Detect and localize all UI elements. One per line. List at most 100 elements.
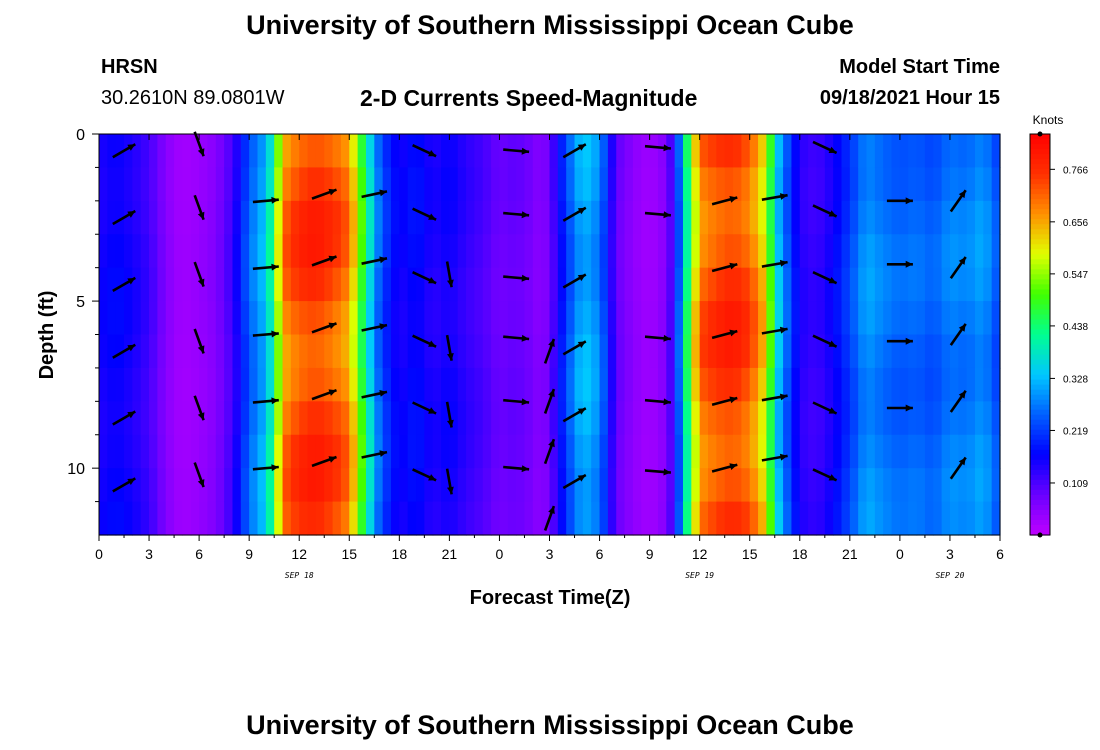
colorbar-swatch — [1030, 169, 1050, 175]
heatmap-cell — [808, 134, 818, 169]
heatmap-cell — [924, 434, 934, 469]
heatmap-cell — [808, 434, 818, 469]
current-arrow — [412, 207, 437, 221]
colorbar-swatch — [1030, 269, 1050, 275]
heatmap-cell — [407, 301, 417, 336]
current-arrow — [562, 206, 587, 222]
heatmap-cell — [708, 468, 717, 503]
heatmap-cell — [507, 468, 517, 503]
colorbar-swatch — [1030, 504, 1050, 511]
heatmap-cell — [791, 267, 801, 302]
heatmap-cell — [265, 468, 275, 503]
heatmap-cell — [132, 267, 142, 302]
heatmap-cell — [874, 234, 884, 269]
colorbar-swatch — [1030, 299, 1050, 306]
heatmap-cell — [299, 434, 309, 469]
heatmap-cell — [607, 334, 617, 369]
heatmap-cell — [491, 234, 501, 269]
heatmap-cell — [908, 334, 918, 369]
heatmap-cell — [365, 501, 375, 536]
heatmap-cell — [432, 301, 442, 336]
heatmap-cell — [941, 334, 951, 369]
heatmap-cell — [966, 267, 976, 302]
heatmap-cell — [899, 367, 909, 402]
colorbar-swatch — [1030, 439, 1050, 446]
colorbar-swatch — [1030, 349, 1050, 356]
heatmap-cell — [624, 200, 634, 235]
heatmap-cell — [199, 434, 209, 469]
heatmap-cell — [516, 267, 526, 302]
heatmap-cell — [549, 367, 559, 402]
heatmap-cell — [240, 301, 250, 336]
heatmap-cell — [908, 134, 918, 169]
heatmap-cell — [315, 301, 325, 336]
colorbar-swatch — [1030, 174, 1050, 180]
heatmap-cell — [507, 267, 517, 302]
colorbar-swatch — [1030, 499, 1050, 506]
heatmap-cell — [824, 267, 834, 302]
current-arrow — [812, 401, 838, 415]
colorbar-swatch — [1030, 179, 1050, 185]
heatmap-cell — [257, 434, 267, 469]
heatmap-cell — [749, 401, 759, 436]
heatmap-cell — [115, 401, 125, 436]
current-arrow — [812, 204, 838, 218]
current-arrow — [886, 337, 913, 345]
heatmap-cell — [174, 434, 184, 469]
heatmap-cell — [641, 468, 651, 503]
heatmap-cell — [365, 401, 375, 436]
heatmap-cell — [741, 301, 751, 336]
current-arrow — [812, 468, 838, 482]
heatmap-cell — [307, 468, 317, 503]
heatmap-cell — [933, 301, 943, 336]
heatmap-cell — [641, 267, 651, 302]
heatmap-cell — [407, 334, 417, 369]
heatmap-cell — [566, 234, 576, 269]
heatmap-cell — [282, 434, 292, 469]
colorbar-unit-label: Knots — [1033, 113, 1064, 127]
heatmap-cell — [124, 267, 133, 302]
heatmap-cell — [532, 167, 542, 202]
heatmap-cell — [624, 334, 634, 369]
heatmap-cell — [282, 501, 292, 536]
station-coordinates: 30.2610N 89.0801W — [101, 87, 285, 109]
heatmap-cell — [190, 334, 200, 369]
heatmap-cell — [708, 301, 717, 336]
heatmap-cell — [958, 167, 968, 202]
heatmap-cell — [107, 434, 117, 469]
heatmap-cell — [974, 301, 984, 336]
current-arrow — [112, 143, 136, 159]
heatmap-cell — [708, 134, 717, 169]
heatmap-cell — [365, 468, 375, 503]
x-tick-label: 6 — [596, 546, 604, 562]
current-arrow — [503, 334, 530, 342]
heatmap-cell — [107, 301, 117, 336]
heatmap-cell — [799, 134, 809, 169]
colorbar-swatch — [1030, 359, 1050, 366]
heatmap-cell — [207, 468, 217, 503]
heatmap-cell — [666, 200, 676, 235]
x-tick-label: 12 — [692, 546, 708, 562]
heatmap-cell — [566, 367, 576, 402]
date-label: SEP 20 — [935, 571, 964, 580]
heatmap-cell — [232, 434, 242, 469]
heatmap-cell — [340, 234, 350, 269]
heatmap-cell — [165, 401, 175, 436]
heatmap-cell — [374, 134, 384, 169]
heatmap-cell — [99, 200, 108, 235]
heatmap-cell — [874, 134, 884, 169]
heatmap-cell — [115, 167, 125, 202]
heatmap-cell — [399, 301, 409, 336]
heatmap-cell — [340, 468, 350, 503]
heatmap-cell — [491, 301, 501, 336]
heatmap-cell — [282, 367, 292, 402]
heatmap-cell — [449, 401, 459, 436]
heatmap-cell — [724, 234, 734, 269]
heatmap-cell — [824, 301, 834, 336]
heatmap-cell — [666, 334, 676, 369]
heatmap-cell — [99, 134, 108, 169]
heatmap-cell — [149, 367, 158, 402]
heatmap-cell — [632, 301, 642, 336]
heatmap-cell — [841, 301, 851, 336]
heatmap-cell — [724, 334, 734, 369]
